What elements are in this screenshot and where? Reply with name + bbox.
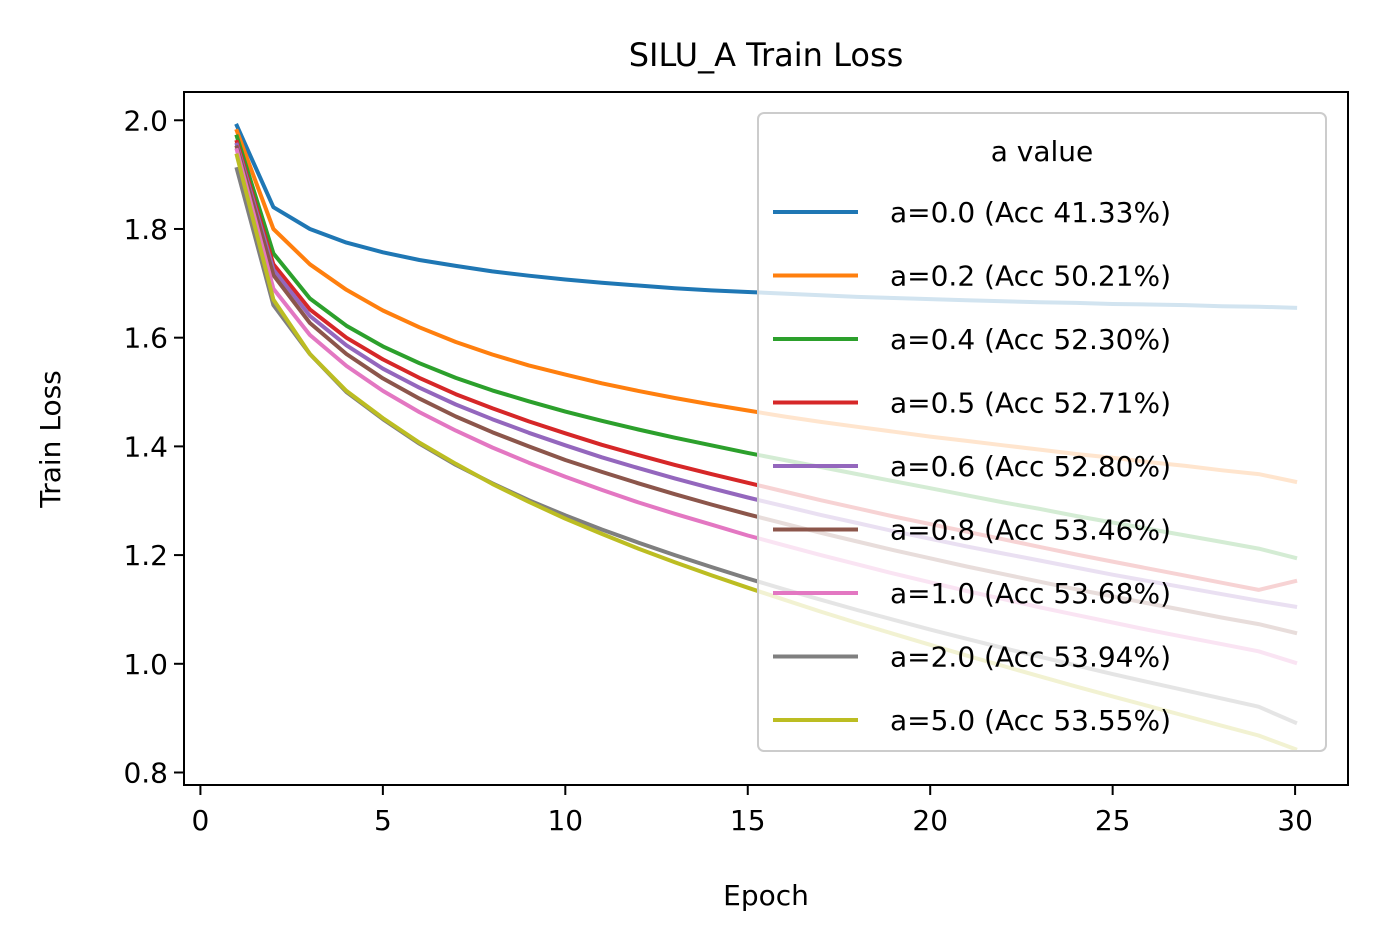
y-tick-label: 1.0	[123, 648, 168, 681]
y-tick-label: 0.8	[123, 756, 168, 789]
y-axis-label: Train Loss	[34, 370, 67, 509]
legend-label: a=5.0 (Acc 53.55%)	[890, 704, 1171, 737]
y-tick-label: 1.6	[123, 322, 168, 355]
x-tick-label: 25	[1095, 804, 1131, 837]
x-tick-label: 30	[1277, 804, 1313, 837]
legend-box	[757, 112, 1327, 752]
x-tick-label: 20	[912, 804, 948, 837]
x-tick-label: 10	[547, 804, 583, 837]
legend-label: a=0.4 (Acc 52.30%)	[890, 323, 1171, 356]
y-tick-label: 1.2	[123, 539, 168, 572]
x-axis-label: Epoch	[723, 879, 809, 912]
legend-label: a=1.0 (Acc 53.68%)	[890, 577, 1171, 610]
y-tick-label: 2.0	[123, 104, 168, 137]
x-tick-label: 0	[192, 804, 210, 837]
legend-title: a value	[991, 135, 1094, 168]
legend-label: a=2.0 (Acc 53.94%)	[890, 641, 1171, 674]
y-tick-label: 1.8	[123, 213, 168, 246]
plot-frame	[183, 91, 1349, 786]
legend-label: a=0.2 (Acc 50.21%)	[890, 260, 1171, 293]
x-tick-label: 5	[374, 804, 392, 837]
legend-label: a=0.0 (Acc 41.33%)	[890, 196, 1171, 229]
legend-label: a=0.5 (Acc 52.71%)	[890, 387, 1171, 420]
x-tick-label: 15	[730, 804, 766, 837]
legend: a value a=0.0 (Acc 41.33%) a=0.2 (Acc 50.…	[757, 112, 1327, 752]
legend-entries: a=0.0 (Acc 41.33%) a=0.2 (Acc 50.21%) a=0.…	[773, 196, 1171, 737]
axis-ticks: 0 5 10 15 20 25 30 0.8 1.0 1.2 1.4 1.6 1.8 2.0	[123, 104, 1312, 837]
y-tick-label: 1.4	[123, 430, 168, 463]
legend-label: a=0.8 (Acc 53.46%)	[890, 514, 1171, 547]
chart-title: SILU_A Train Loss	[629, 36, 904, 74]
legend-label: a=0.6 (Acc 52.80%)	[890, 450, 1171, 483]
